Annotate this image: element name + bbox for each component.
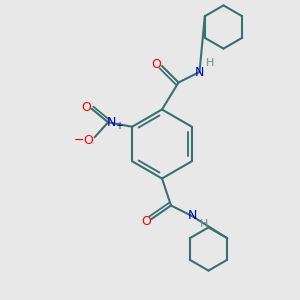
Text: N: N — [187, 209, 197, 223]
Text: O: O — [141, 215, 151, 228]
Text: −: − — [74, 134, 84, 147]
Text: N: N — [106, 116, 116, 129]
Text: H: H — [200, 219, 208, 230]
Text: N: N — [195, 65, 204, 79]
Text: O: O — [83, 134, 93, 147]
Text: O: O — [81, 101, 91, 114]
Text: H: H — [206, 58, 214, 68]
Text: +: + — [116, 121, 124, 131]
Text: O: O — [152, 58, 161, 71]
